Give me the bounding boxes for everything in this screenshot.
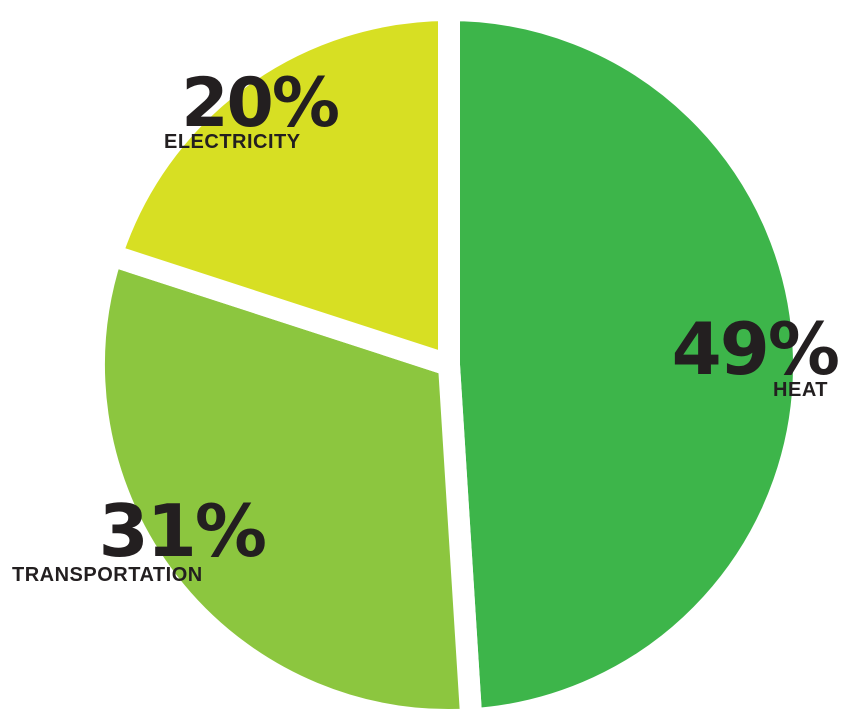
slice-category-label-transportation: TRANSPORTATION (12, 564, 203, 586)
slice-value-label-transportation: 31% (99, 489, 265, 573)
slice-category-label-heat: HEAT (773, 379, 828, 401)
pie-slice-heat (438, 0, 815, 716)
pie-slices (83, 0, 815, 716)
slice-category-label-electricity: ELECTRICITY (164, 131, 301, 153)
pie-slice-electricity (97, 0, 460, 381)
pie-slice-transportation (83, 241, 483, 716)
slice-value-label-heat: 49% (672, 307, 838, 391)
slice-value-label-electricity: 20% (181, 64, 338, 143)
pie-labels: 49% HEAT 31% TRANSPORTATION 20% ELECTRIC… (12, 64, 840, 586)
